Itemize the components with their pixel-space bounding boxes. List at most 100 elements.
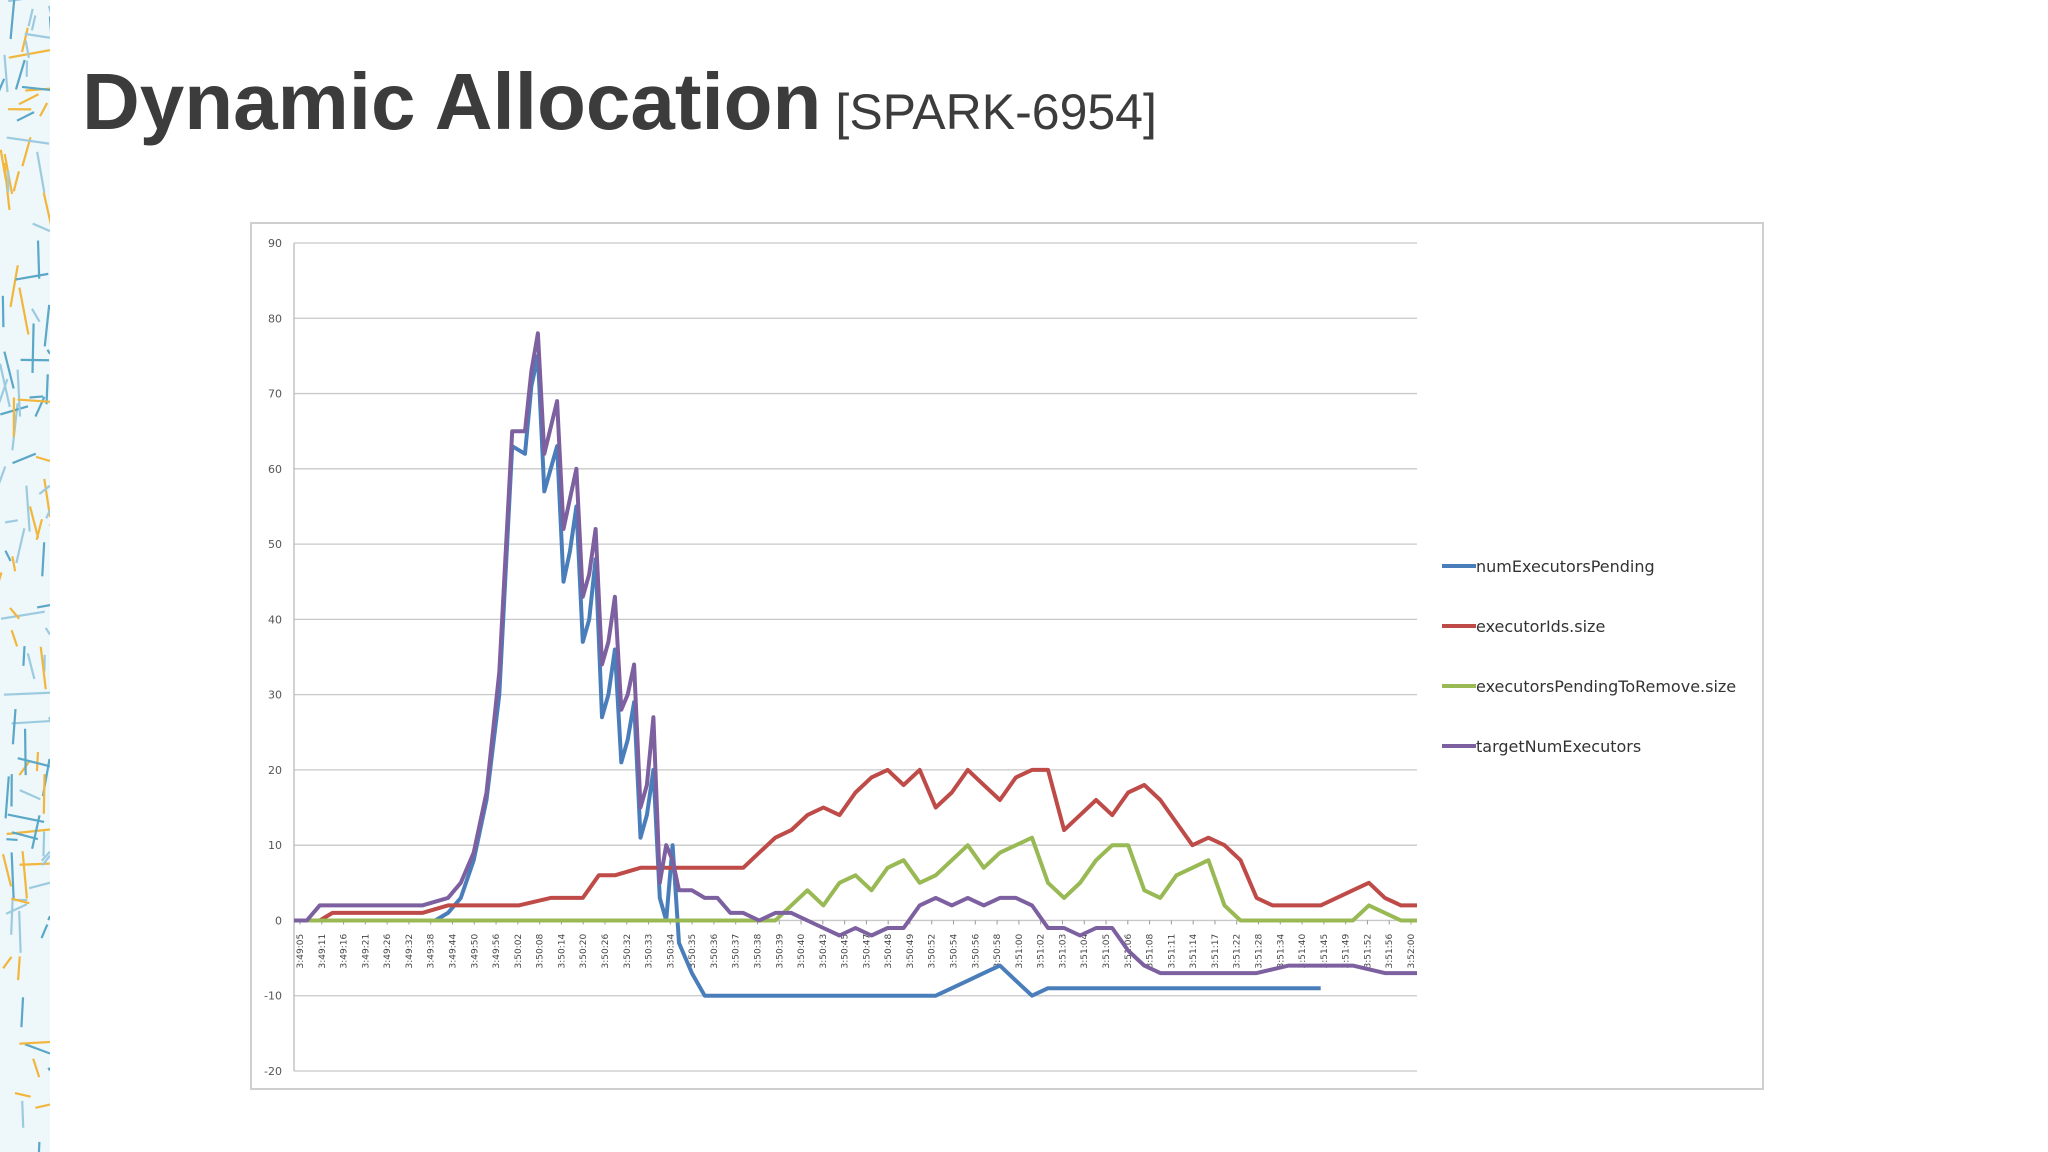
circuit-trace bbox=[21, 136, 32, 167]
circuit-trace bbox=[17, 757, 50, 768]
x-tick-label: 3:50:56 bbox=[971, 933, 981, 968]
y-tick-label: 0 bbox=[275, 914, 282, 927]
x-tick-label: 3:50:40 bbox=[797, 933, 807, 968]
circuit-trace bbox=[10, 629, 19, 647]
circuit-trace bbox=[36, 604, 50, 609]
x-tick-label: 3:50:37 bbox=[732, 934, 742, 969]
circuit-trace bbox=[35, 455, 50, 463]
x-tick-label: 3:49:50 bbox=[470, 933, 480, 968]
x-tick-label: 3:50:33 bbox=[645, 934, 655, 969]
circuit-trace bbox=[0, 466, 7, 484]
circuit-trace bbox=[11, 831, 39, 841]
circuit-trace bbox=[10, 897, 30, 905]
x-tick-label: 3:51:04 bbox=[1080, 933, 1090, 968]
circuit-trace bbox=[42, 192, 50, 226]
chart-frame: -20 -10 0 10 20 30 40 50 60 70 80 90 3:49:05 3:49:11 3… bbox=[250, 222, 1764, 1090]
series-line bbox=[294, 331, 1417, 976]
circuit-trace bbox=[8, 0, 22, 3]
circuit-trace bbox=[0, 78, 6, 92]
circuit-trace bbox=[47, 716, 50, 723]
circuit-trace bbox=[16, 111, 35, 122]
x-tick-label: 3:50:45 bbox=[841, 934, 851, 969]
circuit-trace bbox=[32, 1058, 41, 1078]
circuit-trace bbox=[35, 751, 40, 772]
circuit-trace bbox=[29, 395, 44, 399]
legend-label: targetNumExecutors bbox=[1476, 737, 1641, 756]
circuit-trace bbox=[39, 646, 47, 690]
circuit-trace bbox=[24, 1043, 50, 1055]
x-tick-label: 3:49:56 bbox=[492, 933, 502, 968]
y-tick-label: 90 bbox=[268, 237, 282, 250]
x-tick-label: 3:49:26 bbox=[383, 933, 393, 968]
x-tick-label: 3:49:32 bbox=[405, 934, 415, 969]
circuit-trace bbox=[10, 852, 15, 899]
x-tick-label: 3:51:45 bbox=[1320, 934, 1330, 969]
y-tick-label: -20 bbox=[264, 1065, 282, 1078]
circuit-trace bbox=[1, 854, 13, 887]
circuit-trace bbox=[6, 838, 18, 842]
legend-label: executorIds.size bbox=[1476, 617, 1605, 636]
x-tick-label: 3:51:11 bbox=[1167, 934, 1177, 969]
circuit-trace bbox=[5, 903, 28, 915]
x-tick-label: 3:50:58 bbox=[993, 933, 1003, 968]
circuit-trace bbox=[3, 691, 50, 696]
decorative-side-band bbox=[0, 0, 50, 1152]
circuit-trace bbox=[39, 102, 49, 117]
circuit-trace bbox=[20, 27, 29, 53]
circuit-trace bbox=[23, 728, 27, 776]
circuit-trace bbox=[20, 997, 25, 1028]
circuit-trace bbox=[36, 151, 46, 193]
circuit-trace bbox=[31, 815, 41, 850]
circuit-trace bbox=[35, 1103, 50, 1109]
legend-label: numExecutorsPending bbox=[1476, 557, 1655, 576]
circuit-trace bbox=[41, 854, 50, 866]
y-tick-label: 50 bbox=[268, 538, 282, 551]
y-tick-label: 70 bbox=[268, 388, 282, 401]
circuit-trace bbox=[41, 542, 46, 577]
circuit-trace bbox=[28, 506, 40, 539]
series-line bbox=[294, 767, 1417, 923]
x-tick-label: 3:50:02 bbox=[514, 934, 524, 969]
x-tick-label: 3:50:49 bbox=[906, 933, 916, 968]
circuit-trace bbox=[11, 719, 50, 725]
circuit-trace bbox=[24, 40, 30, 59]
circuit-trace bbox=[15, 527, 26, 564]
x-tick-label: 3:51:40 bbox=[1298, 933, 1308, 968]
x-tick-label: 3:50:36 bbox=[710, 933, 720, 968]
circuit-trace bbox=[9, 607, 21, 620]
x-tick-label: 3:50:14 bbox=[557, 933, 567, 968]
y-tick-label: 40 bbox=[268, 613, 282, 626]
circuit-trace bbox=[0, 572, 3, 582]
y-tick-label: 30 bbox=[268, 689, 282, 702]
circuit-trace bbox=[4, 519, 19, 524]
circuit-trace bbox=[47, 915, 50, 921]
x-tick-label: 3:50:39 bbox=[775, 933, 785, 968]
circuit-trace bbox=[12, 452, 37, 465]
circuit-trace bbox=[19, 1040, 50, 1045]
circuit-trace bbox=[21, 1100, 25, 1128]
circuit-trace bbox=[9, 265, 19, 308]
circuit-trace bbox=[4, 776, 10, 819]
series-line bbox=[294, 835, 1417, 923]
circuit-trace bbox=[4, 550, 12, 562]
circuit-trace bbox=[14, 59, 26, 90]
circuit-trace bbox=[18, 910, 22, 953]
circuit-trace bbox=[21, 851, 29, 899]
x-tick-label: 3:50:38 bbox=[753, 933, 763, 968]
x-tick-label: 3:49:38 bbox=[427, 933, 437, 968]
x-tick-label: 3:51:05 bbox=[1102, 934, 1112, 969]
line-chart: -20 -10 0 10 20 30 40 50 60 70 80 90 3:49:05 3:49:11 3… bbox=[264, 237, 1736, 1078]
x-tick-label: 3:50:48 bbox=[884, 933, 894, 968]
x-tick-label: 3:51:52 bbox=[1363, 934, 1373, 969]
x-tick-label: 3:49:21 bbox=[361, 934, 371, 969]
circuit-trace bbox=[17, 398, 50, 403]
circuit-trace bbox=[15, 272, 49, 281]
circuit-trace bbox=[32, 222, 50, 233]
x-tick-label: 3:51:00 bbox=[1015, 933, 1025, 968]
circuit-trace bbox=[2, 956, 13, 969]
circuit-trace bbox=[24, 32, 50, 39]
y-tick-label: 60 bbox=[268, 463, 282, 476]
x-tick-label: 3:49:05 bbox=[296, 934, 306, 969]
circuit-trace bbox=[18, 287, 30, 335]
legend-label: executorsPendingToRemove.size bbox=[1476, 677, 1736, 696]
